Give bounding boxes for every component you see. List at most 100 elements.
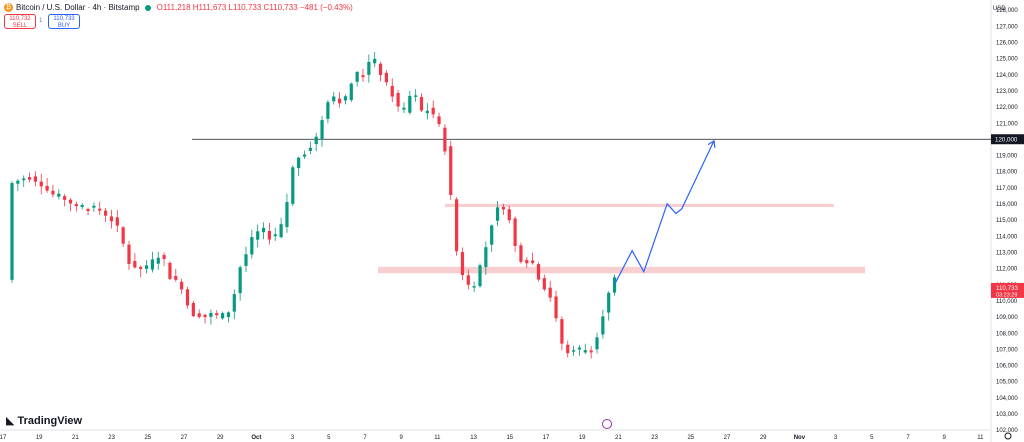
candle bbox=[127, 240, 131, 270]
candle-body bbox=[449, 146, 453, 195]
low-value: L110,733 bbox=[228, 3, 262, 12]
candle bbox=[490, 224, 494, 252]
y-tick-label: 114,000 bbox=[996, 234, 1018, 240]
countdown-text: 03:23:29 bbox=[996, 292, 1017, 298]
candle-body bbox=[577, 347, 582, 350]
candle bbox=[68, 198, 73, 212]
candle-body bbox=[98, 208, 102, 211]
candle-body bbox=[291, 167, 295, 204]
event-marker-icon[interactable] bbox=[602, 419, 612, 429]
candle-body bbox=[390, 85, 394, 97]
candle-body bbox=[261, 227, 266, 233]
candle-body bbox=[63, 196, 67, 200]
candle bbox=[104, 207, 108, 223]
candle bbox=[197, 309, 201, 319]
projection-arrowhead bbox=[707, 139, 716, 148]
candle bbox=[384, 69, 388, 86]
candle-body bbox=[191, 303, 195, 317]
candle bbox=[285, 193, 289, 233]
candle-body bbox=[478, 265, 482, 287]
candle bbox=[16, 179, 20, 192]
candle bbox=[63, 194, 67, 207]
candle bbox=[484, 241, 488, 275]
candle-body bbox=[355, 71, 359, 82]
candle bbox=[589, 346, 593, 359]
symbol-title[interactable]: Bitcoin / U.S. Dollar · 4h · Bitstamp bbox=[16, 3, 140, 12]
candle bbox=[302, 150, 307, 159]
candle bbox=[419, 93, 424, 113]
level-price-tag-text: 120,000 bbox=[995, 137, 1018, 144]
candle bbox=[221, 311, 225, 320]
candle-body bbox=[425, 110, 429, 114]
candle-body bbox=[455, 199, 459, 252]
x-tick-label: 11 bbox=[434, 435, 441, 441]
candle-body bbox=[273, 234, 277, 237]
current-price-tag-bg bbox=[991, 282, 1024, 298]
candle-body bbox=[560, 319, 564, 344]
candle-body bbox=[431, 107, 435, 115]
candle-body bbox=[51, 190, 55, 195]
candle bbox=[525, 257, 529, 268]
y-tick-label: 108,000 bbox=[996, 331, 1018, 337]
candle-body bbox=[308, 147, 312, 151]
candle-body bbox=[554, 296, 558, 319]
candle-body bbox=[332, 96, 336, 102]
candle bbox=[86, 207, 90, 215]
sell-button[interactable]: 110,732 SELL bbox=[4, 14, 36, 29]
spread-value: 1 bbox=[39, 18, 43, 24]
candle-body bbox=[174, 276, 178, 280]
candle bbox=[279, 217, 283, 239]
projection-path bbox=[613, 140, 715, 285]
candle bbox=[460, 247, 465, 281]
x-tick-label: 21 bbox=[615, 435, 622, 441]
candle bbox=[601, 309, 605, 339]
candle-body bbox=[419, 97, 424, 111]
candle bbox=[607, 291, 611, 321]
candle bbox=[332, 91, 336, 105]
candle bbox=[133, 253, 137, 269]
y-tick-label: 125,000 bbox=[996, 57, 1018, 63]
candle-body bbox=[495, 207, 500, 221]
settings-gear-icon[interactable] bbox=[1004, 432, 1012, 440]
candle-body bbox=[144, 265, 149, 269]
y-tick-label: 119,000 bbox=[996, 154, 1018, 160]
x-tick-label: 23 bbox=[108, 435, 115, 441]
candle bbox=[22, 175, 26, 187]
candle-body bbox=[197, 313, 201, 318]
close-value: C110,733 bbox=[263, 3, 298, 12]
candle bbox=[238, 265, 242, 301]
candle bbox=[162, 252, 166, 266]
buy-button[interactable]: 110,733 BUY bbox=[48, 14, 80, 29]
candle bbox=[437, 112, 441, 127]
candle bbox=[572, 345, 576, 356]
y-tick-label: 128,000 bbox=[996, 8, 1018, 14]
candle bbox=[513, 216, 517, 252]
candle-body bbox=[542, 278, 546, 290]
candle bbox=[519, 242, 523, 264]
candle-body bbox=[22, 178, 26, 181]
chart-header: ₿ Bitcoin / U.S. Dollar · 4h · Bitstamp … bbox=[4, 3, 353, 12]
candle-body bbox=[396, 93, 400, 107]
candle-body bbox=[221, 313, 225, 319]
candle-body bbox=[378, 63, 383, 75]
tradingview-logo[interactable]: ◣ TradingView bbox=[6, 414, 82, 427]
candle bbox=[466, 269, 470, 290]
candle bbox=[536, 262, 541, 282]
candle bbox=[355, 70, 359, 87]
candle-body bbox=[583, 350, 587, 353]
x-tick-label: 9 bbox=[400, 435, 404, 441]
candle bbox=[203, 313, 207, 324]
candle-body bbox=[244, 254, 248, 266]
candle bbox=[226, 311, 231, 323]
candle bbox=[121, 226, 125, 247]
candle bbox=[495, 200, 500, 226]
candle-body bbox=[595, 337, 599, 350]
candle-body bbox=[349, 83, 353, 101]
candle bbox=[209, 309, 213, 325]
candle-body bbox=[367, 61, 371, 75]
candle bbox=[338, 92, 342, 108]
candle-body bbox=[572, 350, 576, 352]
candle-body bbox=[536, 264, 541, 280]
candle bbox=[367, 54, 371, 83]
